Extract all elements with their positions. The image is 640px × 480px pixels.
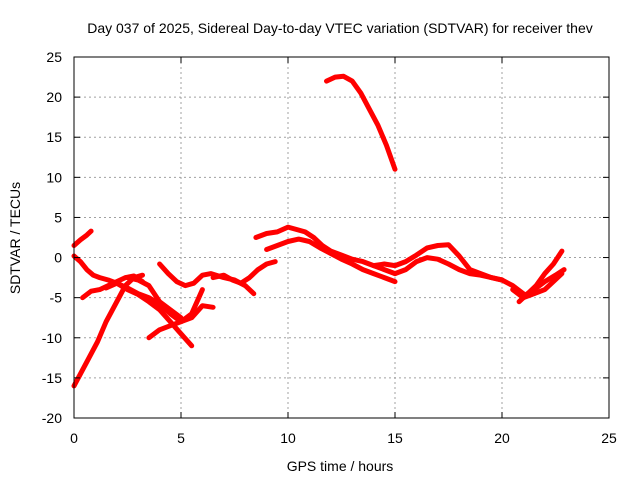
x-axis-label: GPS time / hours	[287, 458, 394, 474]
plot-frame	[73, 56, 610, 419]
y-tick-label: 25	[46, 49, 62, 65]
series-seg-l	[324, 73, 398, 172]
x-tick-label: 10	[280, 430, 296, 446]
y-tick-label: -20	[42, 410, 62, 426]
series-seg-q	[520, 267, 567, 299]
y-tick-label: 0	[54, 250, 62, 266]
series-seg-a	[71, 228, 94, 248]
y-tick-label: 15	[46, 129, 62, 145]
series-layer	[71, 73, 567, 389]
series-seg-n	[392, 255, 505, 283]
series-seg-b	[71, 253, 195, 349]
y-tick-label: 5	[54, 209, 62, 225]
y-axis-label: SDTVAR / TECUs	[7, 182, 23, 294]
y-tick-label: -10	[42, 330, 62, 346]
series-seg-i	[210, 259, 278, 286]
series-seg-k	[264, 236, 398, 285]
series-seg-h	[157, 261, 257, 297]
y-tick-label: -5	[50, 290, 63, 306]
x-tick-label: 0	[70, 430, 78, 446]
y-tick-label: 10	[46, 169, 62, 185]
grid-layer	[74, 57, 609, 418]
chart-title: Day 037 of 2025, Sidereal Day-to-day VTE…	[87, 20, 593, 36]
y-tick-label: -15	[42, 370, 62, 386]
series-seg-j	[253, 224, 398, 277]
series-seg-g	[146, 287, 205, 341]
series-seg-m	[371, 242, 526, 297]
series-seg-f	[125, 275, 184, 321]
x-tick-label: 5	[177, 430, 185, 446]
x-tick-label: 25	[601, 430, 617, 446]
x-tick-label: 20	[494, 430, 510, 446]
x-tick-label: 15	[387, 430, 403, 446]
y-tick-label: 20	[46, 89, 62, 105]
ticks-layer: 0 5 10 15 20 25 -20 -15 -10 -5 0 5 10 15 20 25	[42, 49, 617, 446]
